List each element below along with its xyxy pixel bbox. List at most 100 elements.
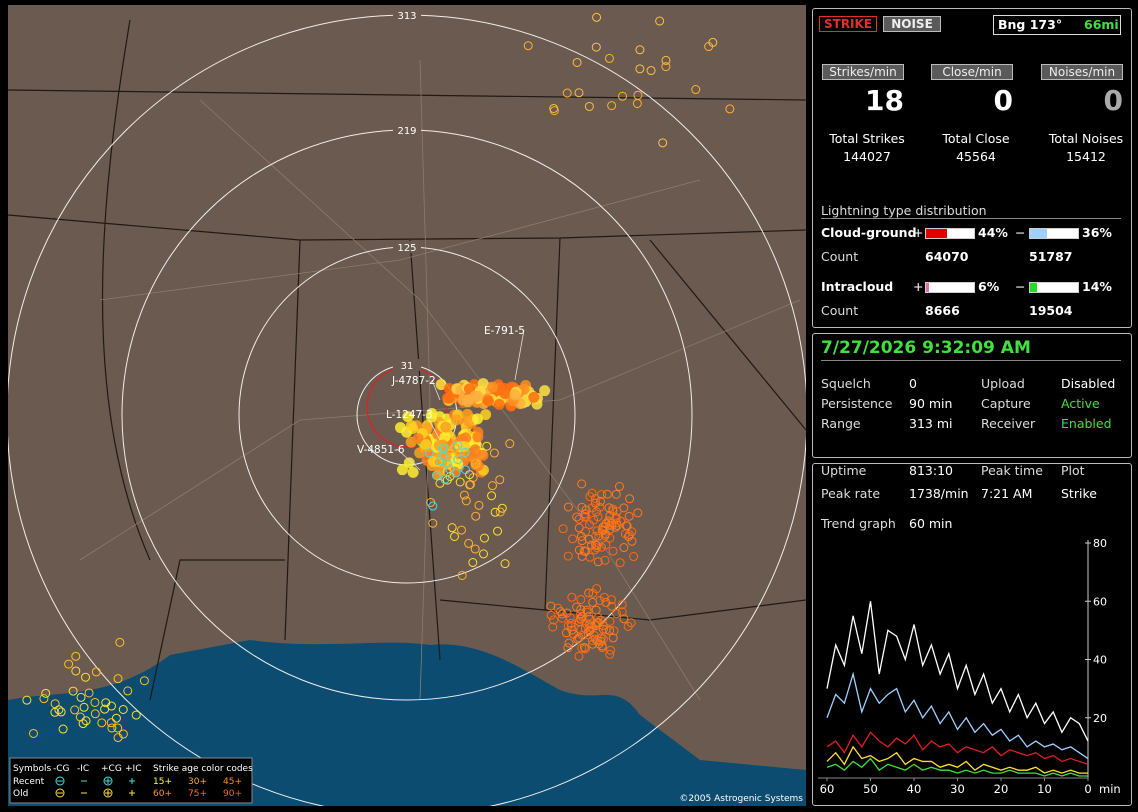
borders — [8, 19, 806, 701]
strike — [601, 540, 611, 550]
strike — [445, 464, 455, 474]
uptime-label: Uptime — [821, 463, 867, 478]
legend-age: 75+ — [188, 789, 207, 799]
strike — [556, 607, 566, 617]
strike — [588, 597, 598, 607]
status-panel — [812, 463, 1132, 806]
strike — [455, 477, 465, 487]
strike — [623, 621, 633, 631]
count-value: 8666 — [925, 303, 960, 318]
bar-track — [925, 228, 975, 239]
strike — [591, 42, 601, 52]
bar-fill — [926, 283, 929, 292]
count-value: 51787 — [1029, 249, 1073, 264]
strike — [539, 385, 551, 397]
bar-track — [1029, 282, 1079, 293]
strike — [580, 644, 590, 654]
plot-value: Strike — [1061, 486, 1097, 501]
strike — [576, 609, 586, 619]
strike — [605, 616, 615, 626]
strike — [725, 104, 735, 114]
strike — [592, 12, 602, 22]
strike — [605, 649, 615, 659]
rate-label[interactable]: Strikes/min — [822, 64, 904, 80]
strike — [461, 408, 473, 420]
strike — [584, 626, 594, 636]
strike — [580, 509, 590, 519]
strike — [565, 613, 575, 623]
percent-label: 44% — [978, 225, 1008, 240]
strike — [627, 527, 637, 537]
strike — [113, 723, 123, 733]
strike — [574, 514, 584, 524]
strike — [635, 64, 645, 74]
storm-leader — [396, 448, 421, 471]
settings-panel — [812, 333, 1132, 458]
setting: Active — [1061, 396, 1100, 411]
strike — [468, 558, 478, 568]
strike — [464, 538, 474, 548]
strike — [405, 420, 417, 432]
strike — [578, 630, 588, 640]
noise-button[interactable]: NOISE — [883, 16, 941, 32]
strike — [602, 489, 612, 499]
plus-sign: + — [913, 279, 924, 294]
strike — [592, 526, 602, 536]
strike — [396, 464, 408, 476]
strike — [90, 697, 100, 707]
strike — [624, 532, 634, 542]
strike — [625, 494, 635, 504]
strike — [428, 501, 438, 511]
strike — [597, 490, 607, 500]
legend-header: -IC — [77, 764, 89, 774]
strike — [617, 607, 627, 617]
setting: 313 mi — [909, 416, 953, 431]
total-value: 45564 — [956, 149, 996, 164]
copyright: ©2005 Astrogenic Systems — [679, 794, 803, 804]
strike — [624, 511, 634, 521]
trend-label: Trend graph — [821, 516, 896, 531]
strike — [490, 507, 500, 517]
strike — [471, 458, 481, 468]
strike — [439, 442, 449, 452]
strike — [558, 524, 568, 534]
total-label: Total Noises — [1048, 131, 1124, 146]
strike-button[interactable]: STRIKE — [819, 16, 877, 32]
strike — [592, 584, 602, 594]
setting: Capture — [981, 396, 1031, 411]
strike — [625, 530, 635, 540]
strike — [453, 441, 463, 451]
strike — [407, 466, 419, 478]
legend-age: 45+ — [223, 777, 242, 787]
rate-value: 0 — [1103, 84, 1123, 117]
strike — [487, 381, 499, 393]
strike — [461, 465, 471, 475]
strike — [595, 595, 605, 605]
strike — [579, 546, 589, 556]
strike — [471, 511, 481, 521]
strike — [470, 544, 480, 554]
legend-title: Symbols — [13, 764, 52, 774]
strike — [440, 474, 450, 484]
strike — [691, 85, 701, 95]
strike — [139, 676, 149, 686]
strike — [450, 414, 462, 426]
strike — [465, 480, 475, 490]
plot-label: Plot — [1061, 463, 1085, 478]
strike — [91, 667, 101, 677]
strike — [594, 531, 604, 541]
rate-label[interactable]: Noises/min — [1041, 64, 1123, 80]
strike — [584, 101, 594, 111]
strike — [577, 536, 587, 546]
bar-track — [925, 282, 975, 293]
strike — [566, 621, 576, 631]
strike — [84, 688, 94, 698]
strike — [56, 707, 66, 717]
strike — [479, 533, 489, 543]
strike — [619, 614, 629, 624]
strike — [39, 694, 49, 704]
rate-label[interactable]: Close/min — [931, 64, 1013, 80]
strike — [615, 558, 625, 568]
strike — [633, 508, 643, 518]
strike — [431, 470, 441, 480]
